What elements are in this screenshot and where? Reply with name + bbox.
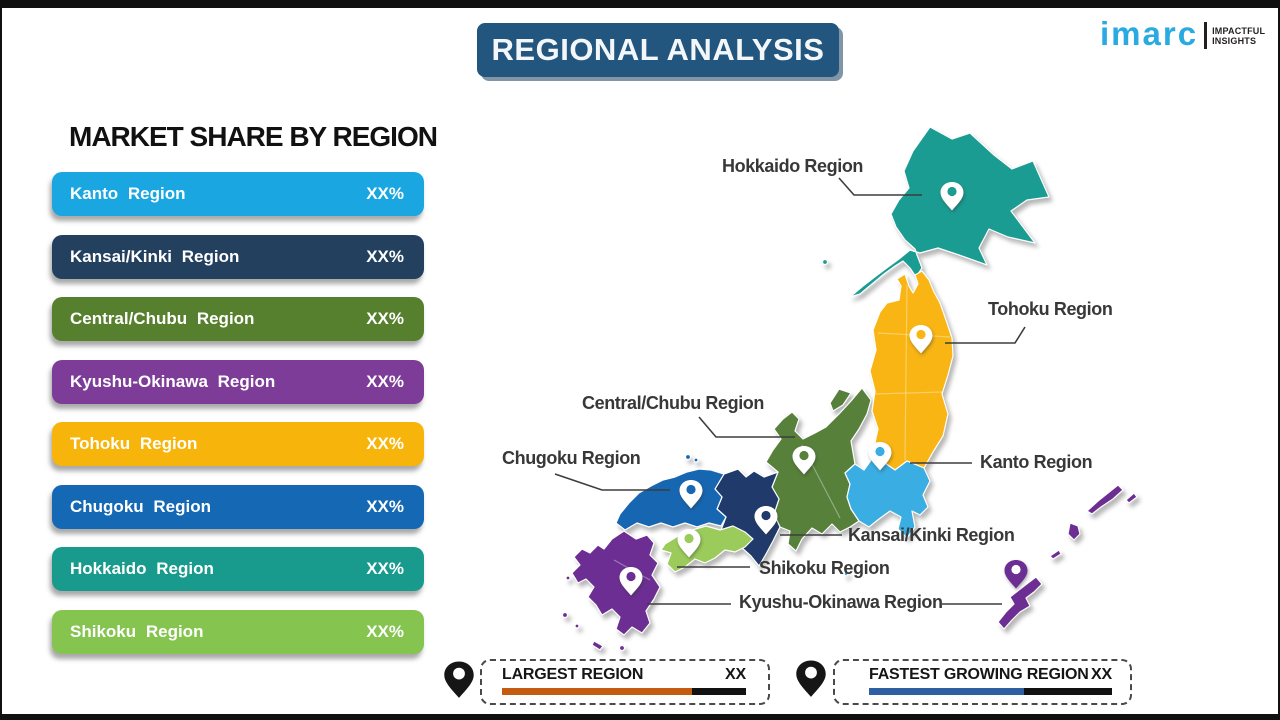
legend-fastest-bar	[869, 688, 1112, 695]
share-bar-kyushu-okinawa: Kyushu-Okinawa Region XX%	[52, 359, 424, 404]
imarc-brand-text: imarc	[1100, 14, 1199, 52]
map-label-shikoku: Shikoku Region	[759, 558, 890, 578]
page-title-text: REGIONAL ANALYSIS	[491, 32, 825, 67]
legend-fastest-bar-rest	[1024, 688, 1112, 695]
legend-largest-bar-rest	[692, 688, 746, 695]
pin-hokkaido-icon	[940, 182, 964, 211]
market-share-heading: MARKET SHARE BY REGION	[69, 121, 438, 152]
legend-fastest-bar-fill	[869, 688, 1024, 695]
logo-tagline: IMPACTFUL INSIGHTS	[1212, 26, 1265, 46]
pin-central-chubu-icon	[792, 446, 816, 475]
legend-largest-bar-fill	[502, 688, 692, 695]
map-label-central-chubu: Central/Chubu Region	[582, 393, 764, 413]
label-connectors	[554, 177, 1026, 605]
map-island-okinawa-slash2	[1049, 549, 1062, 560]
map-pins	[619, 182, 1028, 596]
largest-region-pin-icon	[444, 661, 474, 698]
map-island-tanegashima	[591, 640, 604, 651]
map-label-hokkaido: Hokkaido Region	[722, 156, 864, 176]
map-island-okinawa-slash1	[1125, 492, 1138, 504]
logo-divider	[1204, 22, 1208, 49]
page-title: REGIONAL ANALYSIS	[477, 23, 839, 77]
map-island-oki-2	[693, 457, 699, 463]
map-region-kanto	[844, 455, 931, 539]
bottom-border-bar	[2, 714, 1278, 720]
map-island-kyushu-west	[565, 575, 571, 581]
map-island-izu	[843, 571, 849, 577]
legend-fastest-label: FASTEST GROWING REGION	[869, 666, 1089, 683]
map-region-tohoku	[869, 270, 954, 471]
japan-map	[554, 126, 1138, 652]
map-label-tohoku: Tohoku Region	[988, 299, 1113, 319]
connector-chugoku	[554, 473, 670, 491]
connector-tohoku	[945, 326, 1026, 344]
share-bar-hokkaido: Hokkaido Region XX%	[52, 547, 424, 591]
pin-shikoku-icon	[677, 529, 701, 558]
map-label-chugoku: Chugoku Region	[502, 448, 641, 468]
pin-okinawa-icon	[1004, 560, 1028, 589]
share-bar-shikoku: Shikoku Region XX%	[52, 609, 424, 654]
pin-kansai-icon	[754, 506, 778, 535]
legend-fastest-value: XX	[1091, 666, 1112, 683]
fastest-region-pin-icon	[796, 660, 826, 697]
map-label-kanto: Kanto Region	[980, 452, 1093, 472]
map-label-kyushu-okinawa: Kyushu-Okinawa Region	[739, 592, 943, 612]
legend-largest-bar	[502, 688, 746, 695]
connector-hokkaido	[838, 177, 922, 196]
pin-tohoku-icon	[909, 325, 933, 354]
logo-tagline-line1: IMPACTFUL	[1212, 25, 1266, 36]
map-island-amami	[1086, 484, 1124, 515]
connector-central-chubu	[698, 416, 795, 438]
legend-largest-label: LARGEST REGION	[502, 666, 644, 683]
share-bar-kanto: Kanto Region XX%	[52, 172, 424, 216]
pin-kyushu-icon	[619, 567, 643, 596]
legend-largest-value: XX	[725, 666, 746, 683]
map-island-okinawa-main	[997, 576, 1043, 630]
map-island-oki-1	[684, 453, 692, 461]
legend-largest-region: LARGEST REGION XX	[480, 659, 770, 705]
map-region-chugoku	[615, 468, 727, 531]
share-bar-chugoku: Chugoku Region XX%	[52, 484, 424, 529]
share-bar-tohoku: Tohoku Region XX%	[52, 422, 424, 466]
share-bar-central-chubu: Central/Chubu Region XX%	[52, 297, 424, 341]
map-island-okinawa-mid	[1067, 522, 1081, 541]
map-region-shikoku	[660, 525, 754, 573]
prefecture-line	[872, 391, 944, 395]
market-share-bar-list: Kanto Region XX% Kansai/Kinki Region XX%…	[52, 172, 424, 654]
prefecture-line	[904, 284, 908, 461]
pin-chugoku-icon	[679, 480, 703, 509]
map-island-kyushu-s1	[574, 623, 580, 629]
top-border-bar	[2, 0, 1278, 8]
imarc-logo: imarc IMPACTFUL INSIGHTS	[1100, 14, 1265, 52]
logo-tagline-line2: INSIGHTS	[1212, 35, 1257, 46]
map-island-kyushu-sw	[561, 611, 569, 619]
map-island-kyushu-s2	[618, 644, 626, 652]
map-region-kyushu	[571, 530, 661, 636]
map-island-sado	[829, 388, 852, 412]
map-label-kansai: Kansai/Kinki Region	[848, 525, 1015, 545]
share-bar-kansai-kinki: Kansai/Kinki Region XX%	[52, 234, 424, 279]
legend-fastest-region: FASTEST GROWING REGION XX	[833, 659, 1132, 705]
map-region-hokkaido	[849, 126, 1050, 298]
pin-kanto-icon	[868, 442, 892, 471]
map-island-okushiri	[821, 258, 829, 266]
